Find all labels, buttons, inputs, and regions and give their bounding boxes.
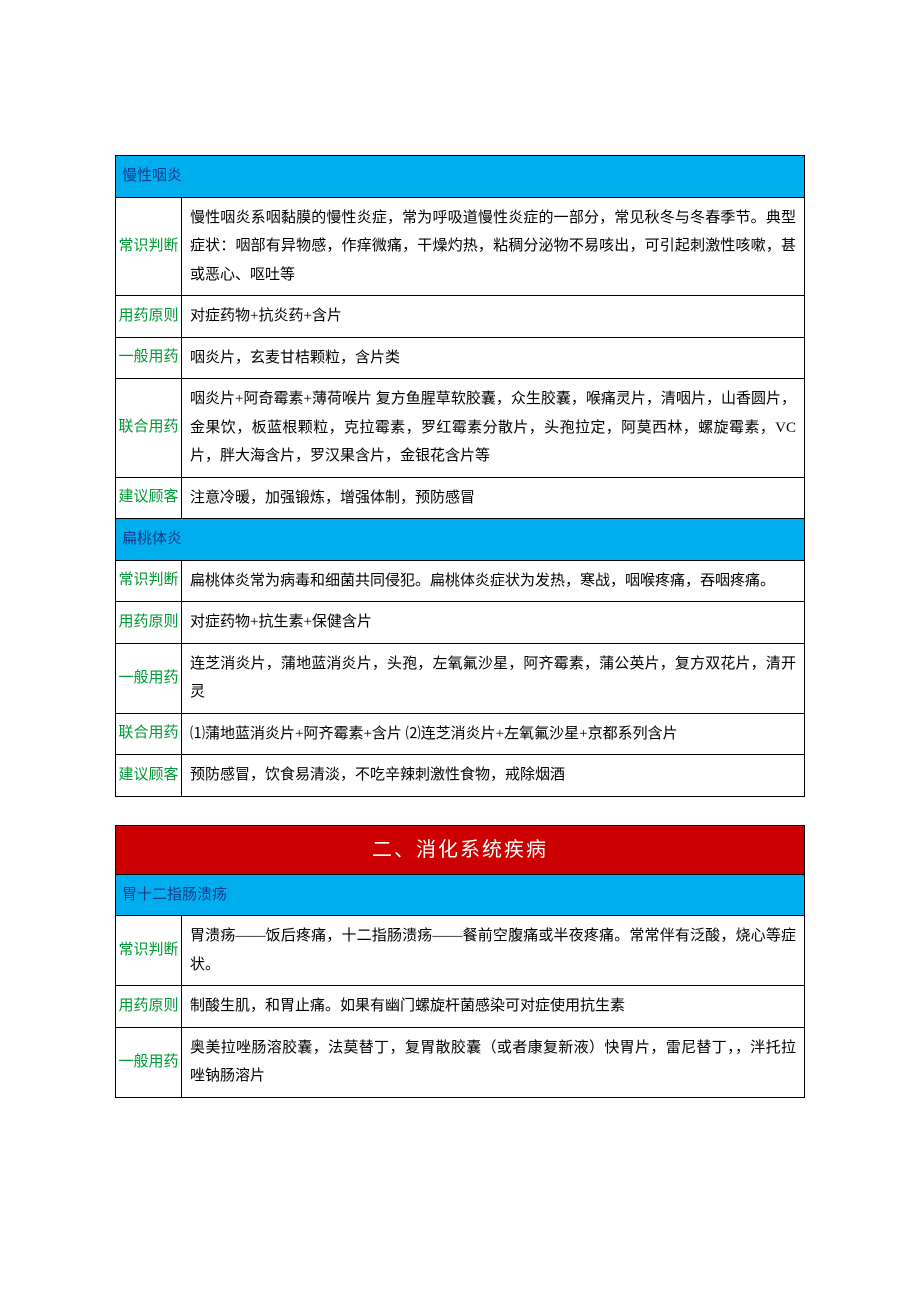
row-label: 用药原则: [116, 296, 182, 338]
table-row: 一般用药 连芝消炎片，蒲地蓝消炎片，头孢，左氧氟沙星，阿齐霉素，蒲公英片，复方双…: [116, 643, 805, 713]
table-2: 二、消化系统疾病 胃十二指肠溃疡 常识判断 胃溃疡——饭后疼痛，十二指肠溃疡——…: [115, 825, 805, 1098]
row-label: 一般用药: [116, 643, 182, 713]
row-label: 常识判断: [116, 560, 182, 602]
row-content: 扁桃体炎常为病毒和细菌共同侵犯。扁桃体炎症状为发热，寒战，咽喉疼痛，吞咽疼痛。: [182, 560, 805, 602]
section-header: 胃十二指肠溃疡: [116, 874, 805, 916]
table-row: 用药原则 对症药物+抗炎药+含片: [116, 296, 805, 338]
table-row: 建议顾客 预防感冒，饮食易清淡，不吃辛辣刺激性食物，戒除烟酒: [116, 755, 805, 797]
row-label: 一般用药: [116, 337, 182, 379]
table-row: 用药原则 对症药物+抗生素+保健含片: [116, 602, 805, 644]
row-content: 胃溃疡——饭后疼痛，十二指肠溃疡——餐前空腹痛或半夜疼痛。常常伴有泛酸，烧心等症…: [182, 916, 805, 986]
table-row: 联合用药 ⑴蒲地蓝消炎片+阿齐霉素+含片 ⑵连芝消炎片+左氧氟沙星+京都系列含片: [116, 713, 805, 755]
row-content: 注意冷暖，加强锻炼，增强体制，预防感冒: [182, 477, 805, 519]
row-content: 预防感冒，饮食易清淡，不吃辛辣刺激性食物，戒除烟酒: [182, 755, 805, 797]
page: 慢性咽炎 常识判断 慢性咽炎系咽黏膜的慢性炎症，常为呼吸道慢性炎症的一部分，常见…: [0, 0, 920, 1302]
row-label: 常识判断: [116, 197, 182, 296]
section-header: 扁桃体炎: [116, 519, 805, 561]
table-1: 慢性咽炎 常识判断 慢性咽炎系咽黏膜的慢性炎症，常为呼吸道慢性炎症的一部分，常见…: [115, 155, 805, 797]
row-label: 用药原则: [116, 602, 182, 644]
section-header: 慢性咽炎: [116, 156, 805, 198]
row-content: 制酸生肌，和胃止痛。如果有幽门螺旋杆菌感染可对症使用抗生素: [182, 986, 805, 1028]
row-label: 建议顾客: [116, 477, 182, 519]
table-row: 一般用药 奥美拉唑肠溶胶囊，法莫替丁，复胃散胶囊（或者康复新液）快胃片，雷尼替丁…: [116, 1027, 805, 1097]
table-row: 常识判断 胃溃疡——饭后疼痛，十二指肠溃疡——餐前空腹痛或半夜疼痛。常常伴有泛酸…: [116, 916, 805, 986]
row-content: 咽炎片，玄麦甘桔颗粒，含片类: [182, 337, 805, 379]
table-row: 联合用药 咽炎片+阿奇霉素+薄荷喉片 复方鱼腥草软胶囊，众生胶囊，喉痛灵片，清咽…: [116, 379, 805, 478]
row-content: 慢性咽炎系咽黏膜的慢性炎症，常为呼吸道慢性炎症的一部分，常见秋冬与冬春季节。典型…: [182, 197, 805, 296]
row-content: 咽炎片+阿奇霉素+薄荷喉片 复方鱼腥草软胶囊，众生胶囊，喉痛灵片，清咽片，山香圆…: [182, 379, 805, 478]
row-content: ⑴蒲地蓝消炎片+阿齐霉素+含片 ⑵连芝消炎片+左氧氟沙星+京都系列含片: [182, 713, 805, 755]
table-row: 常识判断 扁桃体炎常为病毒和细菌共同侵犯。扁桃体炎症状为发热，寒战，咽喉疼痛，吞…: [116, 560, 805, 602]
row-content: 连芝消炎片，蒲地蓝消炎片，头孢，左氧氟沙星，阿齐霉素，蒲公英片，复方双花片，清开…: [182, 643, 805, 713]
row-content: 奥美拉唑肠溶胶囊，法莫替丁，复胃散胶囊（或者康复新液）快胃片，雷尼替丁，，泮托拉…: [182, 1027, 805, 1097]
row-label: 常识判断: [116, 916, 182, 986]
table-row: 建议顾客 注意冷暖，加强锻炼，增强体制，预防感冒: [116, 477, 805, 519]
row-label: 联合用药: [116, 379, 182, 478]
category-header: 二、消化系统疾病: [116, 825, 805, 874]
row-label: 一般用药: [116, 1027, 182, 1097]
row-label: 建议顾客: [116, 755, 182, 797]
row-content: 对症药物+抗炎药+含片: [182, 296, 805, 338]
table-row: 一般用药 咽炎片，玄麦甘桔颗粒，含片类: [116, 337, 805, 379]
row-label: 用药原则: [116, 986, 182, 1028]
row-label: 联合用药: [116, 713, 182, 755]
table-row: 常识判断 慢性咽炎系咽黏膜的慢性炎症，常为呼吸道慢性炎症的一部分，常见秋冬与冬春…: [116, 197, 805, 296]
row-content: 对症药物+抗生素+保健含片: [182, 602, 805, 644]
table-row: 用药原则 制酸生肌，和胃止痛。如果有幽门螺旋杆菌感染可对症使用抗生素: [116, 986, 805, 1028]
